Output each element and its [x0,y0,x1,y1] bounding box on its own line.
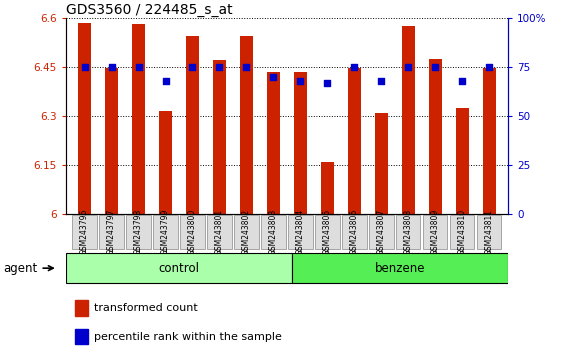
Bar [105,68,118,214]
Text: GSM243806: GSM243806 [350,209,359,255]
FancyBboxPatch shape [369,215,393,249]
FancyBboxPatch shape [73,215,96,249]
FancyBboxPatch shape [477,215,501,249]
Point [404,64,413,70]
Bar [375,113,388,214]
Point [242,64,251,70]
Point [323,80,332,85]
Bar [348,68,361,214]
Point [458,78,467,84]
FancyBboxPatch shape [315,215,340,249]
Bar [74,329,88,344]
Text: GSM243801: GSM243801 [215,209,224,255]
Point [80,64,89,70]
FancyBboxPatch shape [342,215,367,249]
Bar [267,72,280,214]
Text: GDS3560 / 224485_s_at: GDS3560 / 224485_s_at [66,3,232,17]
Bar [213,60,226,214]
Text: GSM243798: GSM243798 [134,209,143,255]
Text: GSM243808: GSM243808 [404,209,413,255]
FancyBboxPatch shape [154,215,178,249]
FancyBboxPatch shape [450,215,475,249]
Text: GSM243797: GSM243797 [107,209,116,255]
Bar [132,24,145,214]
Text: control: control [159,262,199,275]
Bar [78,23,91,214]
FancyBboxPatch shape [126,215,151,249]
Bar [159,111,172,214]
Bar [186,36,199,214]
Text: GSM243807: GSM243807 [377,209,386,255]
Bar [429,59,442,214]
Bar [401,26,415,214]
Point [431,64,440,70]
FancyBboxPatch shape [262,215,286,249]
FancyBboxPatch shape [396,215,420,249]
Bar [293,72,307,214]
Bar [321,162,334,214]
Bar [482,68,496,214]
Text: GSM243796: GSM243796 [80,209,89,255]
Bar [456,108,469,214]
Point [350,64,359,70]
Text: GSM243809: GSM243809 [431,209,440,255]
Text: GSM243804: GSM243804 [296,209,305,255]
Text: GSM243800: GSM243800 [188,209,197,255]
Text: percentile rank within the sample: percentile rank within the sample [94,332,282,342]
Text: GSM243805: GSM243805 [323,209,332,255]
FancyBboxPatch shape [180,215,204,249]
FancyBboxPatch shape [423,215,448,249]
FancyBboxPatch shape [99,215,124,249]
Text: benzene: benzene [375,262,425,275]
Text: transformed count: transformed count [94,303,198,313]
FancyBboxPatch shape [234,215,259,249]
FancyBboxPatch shape [288,215,312,249]
Point [269,74,278,79]
Text: GSM243802: GSM243802 [242,209,251,255]
Point [107,64,116,70]
Text: GSM243803: GSM243803 [269,209,278,255]
Point [188,64,197,70]
Point [134,64,143,70]
Point [377,78,386,84]
Point [485,64,494,70]
Text: GSM243811: GSM243811 [485,209,494,255]
Point [296,78,305,84]
Bar [74,300,88,316]
Bar [240,36,253,214]
Point [215,64,224,70]
Text: GSM243810: GSM243810 [458,209,467,255]
FancyBboxPatch shape [292,253,508,283]
Text: GSM243799: GSM243799 [161,209,170,255]
Text: agent: agent [3,262,53,275]
FancyBboxPatch shape [207,215,232,249]
Point [161,78,170,84]
FancyBboxPatch shape [66,253,292,283]
